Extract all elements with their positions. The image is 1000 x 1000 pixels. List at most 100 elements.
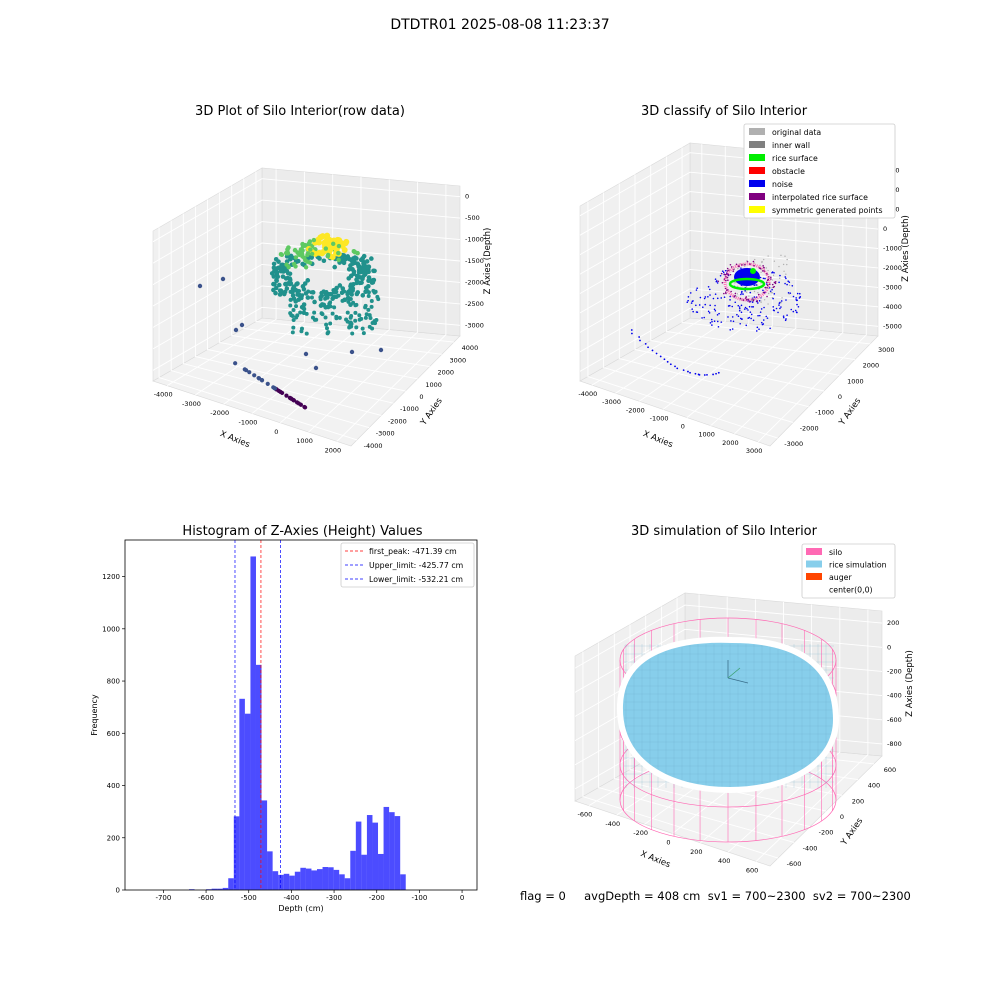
y-grid-line	[665, 156, 855, 361]
y-tick-label: 200	[852, 797, 864, 805]
rice-surface-point	[750, 268, 756, 274]
y-grid-line	[255, 171, 454, 343]
y-tick-label: 2000	[863, 362, 880, 370]
original-point	[771, 287, 773, 289]
noise-point	[740, 293, 742, 296]
histogram-bar	[372, 822, 379, 890]
y-tick-label: 1000	[847, 377, 864, 385]
y-tick-label: 800	[107, 678, 120, 686]
raw-point	[313, 365, 319, 371]
histogram-bar	[366, 815, 373, 890]
raw-point	[297, 289, 302, 294]
legend-label: symmetric generated points	[772, 206, 883, 215]
interpolated-point	[734, 292, 737, 295]
noise-point	[687, 296, 690, 298]
raw-point	[275, 265, 281, 271]
z-tick-label: -200	[887, 667, 902, 675]
noise-point	[778, 304, 780, 306]
noise-point	[749, 291, 752, 294]
interpolated-point	[764, 286, 767, 289]
noise-point	[716, 297, 719, 300]
noise-point	[666, 360, 669, 363]
noise-point	[760, 321, 763, 324]
noise-point	[751, 306, 753, 308]
noise-point	[751, 301, 754, 303]
histogram-bar	[272, 871, 279, 890]
raw-point	[288, 256, 294, 261]
z-grid-line	[152, 178, 461, 243]
raw-point	[271, 274, 277, 279]
raw-point	[348, 297, 353, 302]
x-grid-line	[280, 179, 390, 424]
z-grid-line	[152, 199, 461, 264]
y-tick-label: 400	[107, 782, 120, 790]
noise-point	[709, 322, 712, 324]
legend-swatch	[806, 585, 822, 593]
interpolated-point	[727, 279, 729, 282]
raw-point	[326, 330, 331, 335]
noise-point	[750, 317, 752, 320]
noise-point	[740, 311, 743, 314]
noise-point	[773, 309, 775, 312]
x-tick-label: 2000	[722, 439, 739, 447]
z-grid-line	[152, 242, 461, 307]
noise-point	[745, 324, 748, 327]
x-tick-label: 0	[460, 894, 464, 902]
raw-point	[319, 311, 324, 316]
noise-point	[738, 309, 741, 312]
noise-point	[742, 293, 744, 295]
raw-point	[366, 269, 371, 275]
z-axis-label: Z Axies (Depth)	[901, 215, 911, 282]
raw-point	[330, 311, 335, 316]
x-tick-label: -3000	[602, 398, 621, 406]
noise-point	[717, 325, 720, 328]
y-grid-line	[598, 642, 795, 843]
raw-point	[295, 281, 300, 286]
x-tick-label: -300	[326, 894, 342, 902]
raw-point	[350, 261, 356, 266]
noise-point	[714, 309, 717, 312]
noise-point	[794, 309, 797, 312]
legend-swatch	[749, 154, 765, 161]
raw-point	[367, 277, 373, 283]
raw-point	[274, 270, 280, 276]
y-tick-label: 0	[840, 813, 844, 821]
y-tick-label: 600	[884, 766, 896, 774]
interpolated-point	[766, 273, 768, 275]
interpolated-point	[763, 292, 765, 294]
raw-point	[293, 264, 298, 269]
raw-point	[306, 289, 311, 294]
original-point	[771, 279, 774, 281]
noise-point	[780, 306, 782, 308]
histogram-bar	[361, 854, 367, 890]
interpolated-point	[724, 291, 727, 294]
raw-point	[372, 268, 377, 274]
noise-point	[739, 317, 742, 320]
noise-point	[720, 321, 723, 323]
noise-point	[715, 280, 718, 283]
legend-box	[801, 543, 896, 599]
depth-histogram: -700 -600 -500 -400 -300 -200 -100 0 0 200 400 600 8…	[90, 539, 478, 913]
interpolated-point	[724, 287, 727, 290]
x-axis-label: X Axies	[641, 429, 674, 450]
raw-point	[343, 238, 350, 245]
x-tick-label: -4000	[154, 391, 173, 399]
x-tick-label: 1000	[698, 431, 715, 439]
raw-point	[300, 261, 305, 267]
interpolated-point	[763, 270, 765, 272]
raw-point	[271, 265, 277, 271]
noise-point	[747, 317, 750, 319]
noise-point	[698, 304, 701, 306]
x-tick-label: -200	[633, 829, 648, 837]
original-point	[783, 270, 785, 272]
noise-point	[768, 286, 771, 289]
simulation-legend: silo rice simulation auger center(0,0)	[801, 543, 896, 599]
noise-point	[707, 285, 710, 288]
histogram-bar	[233, 816, 240, 890]
raw-point	[349, 321, 354, 326]
raw-point	[352, 255, 358, 260]
raw-point	[302, 255, 307, 261]
y-grid-line	[182, 213, 382, 416]
original-point	[754, 258, 756, 261]
raw-point	[353, 318, 358, 323]
